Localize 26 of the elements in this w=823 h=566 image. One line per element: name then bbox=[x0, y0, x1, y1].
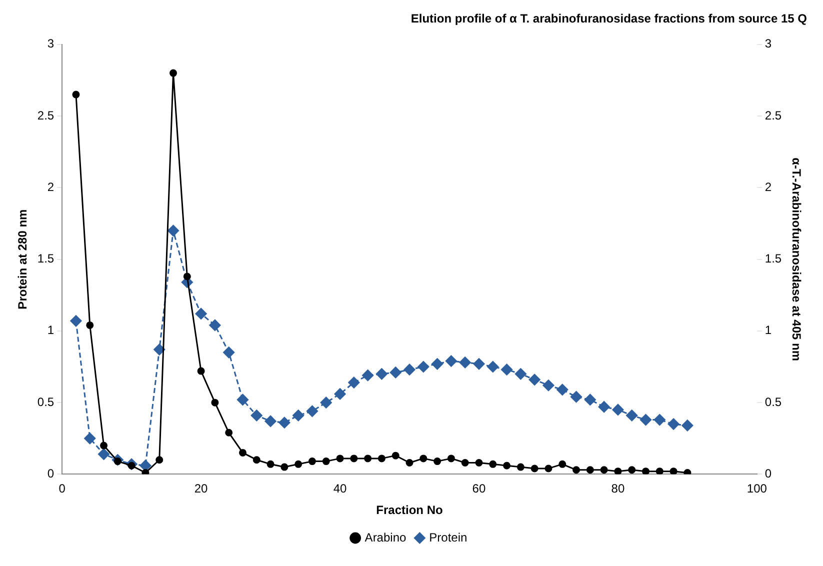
x-axis-title: Fraction No bbox=[376, 503, 443, 518]
y2-tick-label: 2 bbox=[764, 180, 772, 194]
y2-tick-label: 1 bbox=[764, 323, 772, 338]
y2-tick-label: 0 bbox=[764, 466, 772, 481]
y2-tick-label: 3 bbox=[764, 36, 772, 51]
y2-tick-label: 2.5 bbox=[764, 108, 782, 122]
x-tick-label: 0 bbox=[58, 482, 66, 496]
x-tick-label: 100 bbox=[746, 482, 768, 496]
x-tick-label: 80 bbox=[611, 482, 625, 496]
legend-label: Arabino bbox=[364, 530, 406, 544]
x-tick-label: 40 bbox=[333, 482, 348, 496]
x-tick-label: 60 bbox=[472, 482, 486, 496]
y-tick-label: 3 bbox=[47, 36, 54, 51]
y-axis-title: Protein at 280 nm bbox=[16, 209, 30, 310]
legend-label: Protein bbox=[429, 530, 468, 544]
y-tick-label: 1 bbox=[47, 323, 54, 338]
y2-tick-label: 1.5 bbox=[764, 252, 782, 266]
chart-title: Elution profile of α T. arabinofuranosidase fractions from source 15 Q bbox=[410, 12, 807, 26]
y-tick-label: 0.5 bbox=[37, 394, 54, 409]
y2-tick-label: 0.5 bbox=[764, 394, 782, 409]
x-tick-label: 20 bbox=[194, 482, 208, 496]
y-tick-label: 2.5 bbox=[37, 108, 54, 122]
y-tick-label: 0 bbox=[47, 466, 54, 481]
y-tick-label: 2 bbox=[47, 180, 54, 194]
y-tick-label: 1.5 bbox=[37, 252, 54, 266]
y2-axis-title: α-T.-Arabinofuranosidase at 405 nm bbox=[789, 158, 804, 362]
